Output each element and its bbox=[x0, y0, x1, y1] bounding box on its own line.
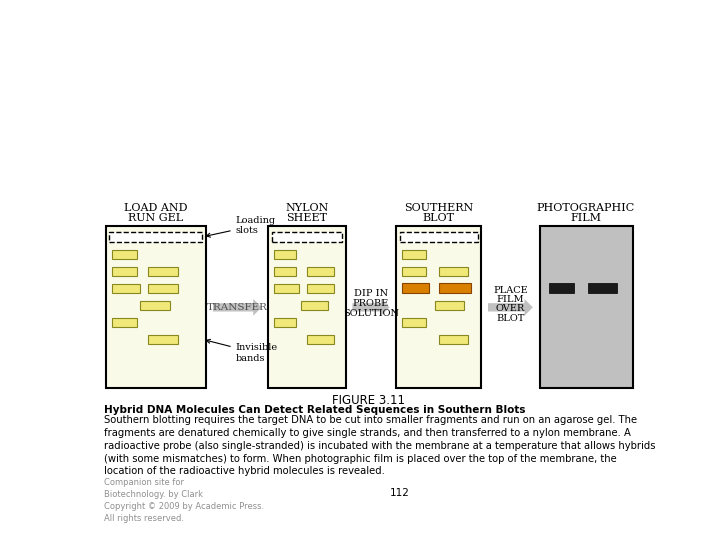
Bar bbox=[112, 284, 140, 293]
Text: FILM: FILM bbox=[497, 295, 524, 304]
Bar bbox=[274, 318, 296, 327]
Bar bbox=[396, 226, 482, 388]
Bar bbox=[588, 283, 617, 293]
Text: TRANSFER: TRANSFER bbox=[207, 303, 268, 312]
Text: NYLON: NYLON bbox=[285, 202, 329, 213]
Bar bbox=[402, 283, 428, 293]
Text: OVER: OVER bbox=[496, 305, 525, 313]
Text: FILM: FILM bbox=[570, 213, 601, 222]
Bar bbox=[301, 301, 328, 309]
Bar bbox=[272, 232, 342, 242]
Bar bbox=[148, 284, 178, 293]
Bar bbox=[109, 232, 202, 242]
Bar bbox=[148, 335, 178, 343]
Bar bbox=[402, 318, 426, 327]
Bar bbox=[148, 267, 178, 276]
Text: Loading
slots: Loading slots bbox=[207, 215, 276, 237]
Text: Companion site for
Biotechnology. by Clark
Copyright © 2009 by Academic Press.
A: Companion site for Biotechnology. by Cla… bbox=[104, 478, 264, 523]
Text: SOUTHERN: SOUTHERN bbox=[404, 202, 473, 213]
Text: PROBE: PROBE bbox=[353, 299, 389, 308]
Text: FIGURE 3.11: FIGURE 3.11 bbox=[333, 394, 405, 407]
Bar bbox=[438, 283, 471, 293]
Text: BLOT: BLOT bbox=[423, 213, 455, 222]
Bar bbox=[274, 284, 300, 293]
Bar bbox=[549, 283, 575, 293]
Bar bbox=[112, 267, 137, 276]
Bar bbox=[438, 267, 468, 276]
Text: SHEET: SHEET bbox=[287, 213, 328, 222]
Text: BLOT: BLOT bbox=[496, 314, 525, 322]
Text: RUN GEL: RUN GEL bbox=[128, 213, 184, 222]
Bar bbox=[269, 226, 346, 388]
Bar bbox=[438, 335, 468, 343]
Bar bbox=[112, 251, 137, 259]
Bar bbox=[274, 267, 296, 276]
Bar bbox=[307, 335, 334, 343]
Text: LOAD AND: LOAD AND bbox=[124, 202, 188, 213]
Text: SOLUTION: SOLUTION bbox=[343, 309, 399, 318]
Text: Southern blotting requires the target DNA to be cut into smaller fragments and r: Southern blotting requires the target DN… bbox=[104, 415, 655, 476]
Bar bbox=[402, 251, 426, 259]
Bar bbox=[402, 267, 426, 276]
Text: Invisible
bands: Invisible bands bbox=[206, 339, 278, 363]
Text: Hybrid DNA Molecules Can Detect Related Sequences in Southern Blots: Hybrid DNA Molecules Can Detect Related … bbox=[104, 405, 526, 415]
Text: DIP IN: DIP IN bbox=[354, 289, 388, 298]
Bar bbox=[539, 226, 632, 388]
Bar bbox=[307, 267, 334, 276]
Bar bbox=[274, 251, 296, 259]
Text: PHOTOGRAPHIC: PHOTOGRAPHIC bbox=[537, 202, 635, 213]
Bar bbox=[435, 301, 464, 309]
Bar bbox=[307, 284, 334, 293]
Bar bbox=[140, 301, 170, 309]
Text: PLACE: PLACE bbox=[493, 286, 528, 295]
Bar bbox=[112, 318, 137, 327]
Bar bbox=[106, 226, 206, 388]
Bar bbox=[400, 232, 477, 242]
Text: 112: 112 bbox=[390, 488, 410, 497]
